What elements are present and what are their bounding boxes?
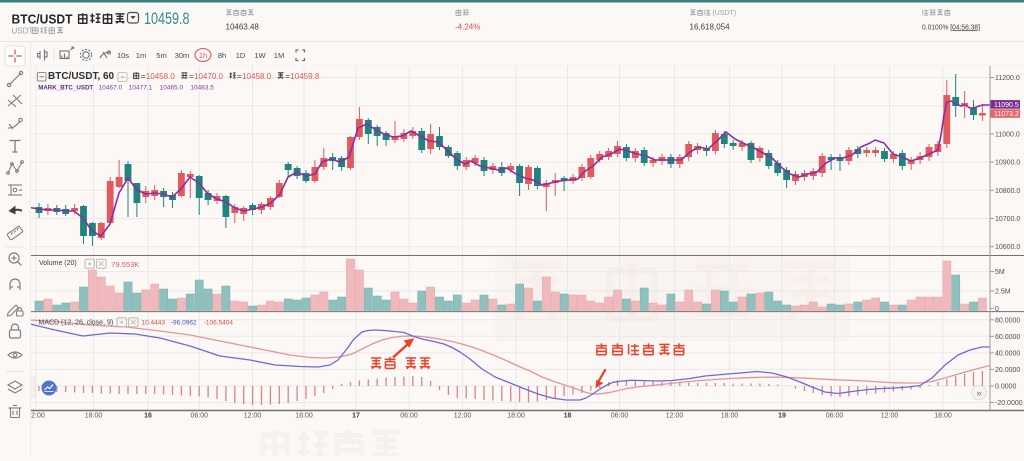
svg-text:10900.0: 10900.0: [995, 160, 1020, 167]
svg-text:11090.5: 11090.5: [994, 102, 1019, 109]
svg-text:12:00: 12:00: [666, 413, 684, 420]
svg-text:0.0100% [04:56:38]: 0.0100% [04:56:38]: [922, 22, 980, 31]
svg-text:12:00: 12:00: [244, 413, 262, 420]
svg-text:-4.24%: -4.24%: [455, 22, 480, 31]
svg-text:-96.0962: -96.0962: [171, 319, 197, 326]
svg-text:5m: 5m: [156, 51, 166, 60]
svg-text:12:00: 12:00: [454, 413, 472, 420]
svg-text:10458.0: 10458.0: [242, 71, 271, 81]
svg-text:16,618,054: 16,618,054: [690, 22, 731, 31]
svg-text:18:00: 18:00: [85, 413, 103, 420]
svg-text:1D: 1D: [236, 51, 246, 60]
svg-text:10463.48: 10463.48: [226, 22, 260, 31]
svg-text:06:00: 06:00: [826, 413, 844, 420]
svg-text:06:00: 06:00: [611, 413, 629, 420]
svg-text:16: 16: [144, 413, 152, 420]
svg-text:10800.0: 10800.0: [995, 188, 1020, 195]
svg-text:2.5M: 2.5M: [995, 288, 1011, 295]
svg-text:=: =: [285, 72, 290, 81]
svg-text:40.0000: 40.0000: [995, 350, 1020, 357]
svg-text:1M: 1M: [274, 51, 284, 60]
svg-text:11000.0: 11000.0: [995, 131, 1020, 138]
svg-text:10458.0: 10458.0: [146, 71, 175, 81]
svg-text:(USDT): (USDT): [712, 10, 736, 17]
svg-text:0: 0: [995, 306, 999, 313]
svg-text:18:00: 18:00: [507, 413, 525, 420]
svg-text:»: »: [976, 388, 981, 399]
svg-text:MACD (12, 26, close, 9): MACD (12, 26, close, 9): [39, 319, 114, 326]
svg-text:10s: 10s: [117, 51, 129, 60]
svg-text:06:00: 06:00: [400, 413, 418, 420]
svg-text:30m: 30m: [175, 51, 190, 60]
svg-text:17: 17: [352, 413, 360, 420]
svg-text:10465.0: 10465.0: [160, 84, 184, 91]
svg-text:10459.8: 10459.8: [290, 71, 319, 81]
svg-text:BTC/USDT: BTC/USDT: [12, 13, 73, 27]
svg-text:Volume (20): Volume (20): [39, 260, 77, 267]
svg-text:USDT: USDT: [12, 27, 34, 36]
svg-text:5M: 5M: [995, 269, 1005, 276]
svg-text:19: 19: [778, 413, 786, 420]
svg-text:=: =: [189, 72, 194, 81]
svg-text:18:00: 18:00: [721, 413, 739, 420]
svg-text:12:00: 12:00: [30, 413, 45, 420]
svg-text:11200.0: 11200.0: [995, 75, 1020, 82]
svg-text:-106.5404: -106.5404: [204, 319, 234, 326]
svg-text:8h: 8h: [218, 51, 226, 60]
svg-text:18: 18: [564, 413, 572, 420]
svg-text:20.0000: 20.0000: [995, 367, 1020, 374]
svg-text:10470.0: 10470.0: [194, 71, 223, 81]
svg-text:0.0000: 0.0000: [995, 384, 1017, 391]
svg-text:1h: 1h: [199, 51, 207, 60]
svg-text:79.553K: 79.553K: [111, 260, 139, 269]
svg-text:1W: 1W: [254, 51, 266, 60]
svg-text:80.0000: 80.0000: [995, 317, 1020, 324]
svg-text:12:00: 12:00: [881, 413, 899, 420]
svg-text:=: =: [237, 72, 242, 81]
svg-text:10459.8: 10459.8: [144, 10, 190, 28]
svg-text:MARK_BTC_USDT: MARK_BTC_USDT: [38, 84, 93, 91]
svg-text:18:00: 18:00: [295, 413, 313, 420]
svg-text:10467.0: 10467.0: [99, 84, 123, 91]
svg-text:BTC/USDT, 60: BTC/USDT, 60: [48, 71, 115, 82]
svg-text:06:00: 06:00: [191, 413, 209, 420]
svg-text:=: =: [141, 72, 146, 81]
svg-text:10477.1: 10477.1: [129, 84, 153, 91]
svg-text:11073.2: 11073.2: [994, 111, 1019, 118]
svg-text:10463.5: 10463.5: [190, 84, 214, 91]
svg-text:-20.0000: -20.0000: [995, 400, 1023, 407]
svg-text:60.0000: 60.0000: [995, 334, 1020, 341]
svg-text:10600.0: 10600.0: [995, 244, 1020, 251]
svg-text:10.4443: 10.4443: [142, 319, 166, 326]
svg-text:10700.0: 10700.0: [995, 216, 1020, 223]
svg-text:18:00: 18:00: [934, 413, 952, 420]
svg-text:1m: 1m: [136, 51, 146, 60]
